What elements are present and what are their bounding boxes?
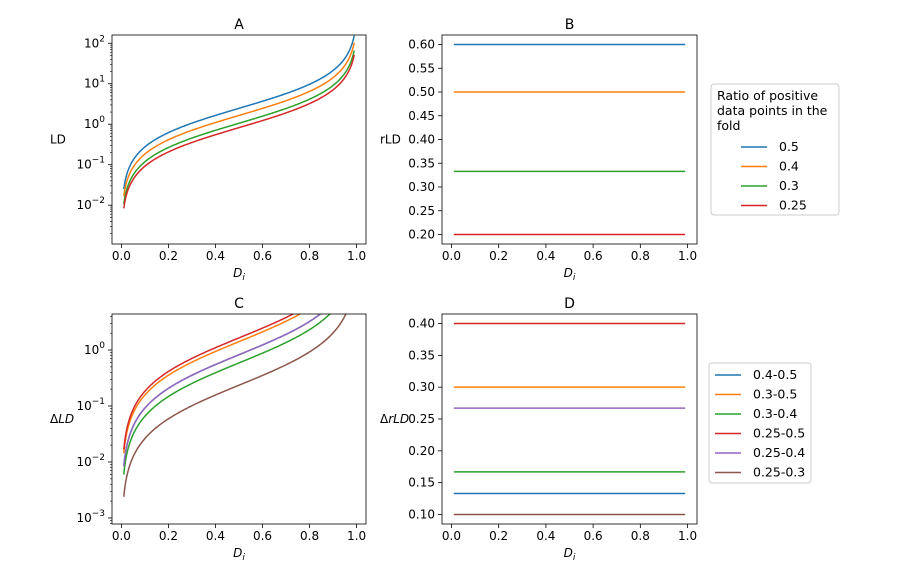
legend-entry-label: 0.4 <box>779 159 799 174</box>
series-line-0.3 <box>123 50 355 205</box>
chart-title: B <box>565 17 575 33</box>
series-line-0.4 <box>123 42 355 197</box>
chart-panel-d: 0.0 0.2 0.4 0.6 0.8 1.0 0.10 0.15 0.20 0.25 0.30 0.… <box>380 296 812 563</box>
x-tick-label: 0.6 <box>253 529 272 543</box>
y-tick-label: 100 <box>84 341 105 357</box>
y-tick-label: 10−2 <box>76 453 105 469</box>
x-tick-label: 1.0 <box>347 529 366 543</box>
y-axis-label: ΔrLD <box>380 412 409 426</box>
legend-entry-label: 0.5 <box>779 139 799 154</box>
x-tick-label: 0.6 <box>584 529 603 543</box>
chart-panel-b: 0.0 0.2 0.4 0.6 0.8 1.0 0.20 0.25 0.30 0.35 0.40 0.… <box>380 17 840 283</box>
y-tick-label: 100 <box>84 115 105 131</box>
series-line-0.25-0.5 <box>123 314 295 450</box>
x-tick-label: 0.8 <box>300 249 319 263</box>
legend-entry-label: 0.4-0.5 <box>753 367 797 382</box>
x-tick-label: 0.0 <box>442 249 461 263</box>
x-tick-label: 0.2 <box>489 249 508 263</box>
y-tick-label: 0.40 <box>408 133 435 147</box>
x-tick-label: 0.0 <box>112 529 131 543</box>
y-tick-label: 0.55 <box>408 61 435 75</box>
chart-title: A <box>234 17 244 33</box>
legend-entry-label: 0.25 <box>779 198 807 213</box>
legend-title: data points in the <box>717 103 828 118</box>
axes-frame <box>111 313 367 525</box>
y-tick-label: 0.20 <box>408 444 435 458</box>
legend-box <box>710 83 840 216</box>
chart-title: D <box>564 296 575 312</box>
x-tick-label: 0.0 <box>112 249 131 263</box>
x-tick-label: 0.4 <box>206 529 225 543</box>
x-tick-label: 1.0 <box>347 249 366 263</box>
y-axis-label: LD <box>50 133 66 147</box>
x-tick-label: 0.2 <box>159 249 178 263</box>
y-axis-label: ΔLD <box>50 412 74 426</box>
legend-entry-label: 0.3-0.4 <box>753 406 797 421</box>
x-tick-label: 0.4 <box>206 249 225 263</box>
y-axis-label: rLD <box>380 133 401 147</box>
chart-title: C <box>234 296 244 312</box>
x-tick-label: 0.8 <box>300 529 319 543</box>
series-line-0.25-0.4 <box>123 314 322 467</box>
x-tick-label: 0.2 <box>159 529 178 543</box>
x-tick-label: 0.8 <box>631 249 650 263</box>
series-line-0.3-0.5 <box>123 314 302 454</box>
axes-frame <box>441 34 698 245</box>
x-tick-label: 0.0 <box>442 529 461 543</box>
x-axis-label: Di <box>564 546 576 563</box>
y-tick-label: 10−2 <box>76 196 105 212</box>
y-tick-label: 101 <box>84 75 105 91</box>
x-tick-label: 1.0 <box>678 529 697 543</box>
chart-panel-a: 0.0 0.2 0.4 0.6 0.8 1.0 10−2 10−1 100 101 102 A Di LD <box>50 17 367 283</box>
series-line-0.5 <box>123 35 355 190</box>
axes-frame <box>111 34 367 245</box>
series-line-0.25 <box>123 54 355 209</box>
y-tick-label: 0.15 <box>408 476 435 490</box>
y-tick-label: 0.35 <box>408 156 435 170</box>
legend-title: Ratio of positive <box>717 88 818 103</box>
y-tick-label: 102 <box>84 34 105 50</box>
x-tick-label: 0.4 <box>536 249 555 263</box>
x-tick-label: 0.8 <box>631 529 650 543</box>
x-tick-label: 0.2 <box>489 529 508 543</box>
y-tick-label: 0.50 <box>408 85 435 99</box>
legend: 0.4-0.5 0.3-0.5 0.3-0.4 0.25-0.5 0.25-0.4 0.2… <box>708 362 812 484</box>
y-tick-label: 0.35 <box>408 348 435 362</box>
y-tick-label: 10−1 <box>76 397 105 413</box>
y-tick-label: 0.60 <box>408 38 435 52</box>
y-tick-label: 0.30 <box>408 180 435 194</box>
x-tick-label: 0.4 <box>536 529 555 543</box>
x-axis-label: Di <box>233 546 245 563</box>
y-tick-label: 0.25 <box>408 204 435 218</box>
y-tick-label: 10−3 <box>76 509 105 525</box>
y-tick-label: 0.40 <box>408 317 435 331</box>
x-tick-label: 0.6 <box>253 249 272 263</box>
y-tick-label: 10−1 <box>76 156 105 172</box>
legend-entry-label: 0.3-0.5 <box>753 387 797 402</box>
series-line-0.25-0.3 <box>123 314 347 497</box>
legend-entry-label: 0.25-0.3 <box>753 465 805 480</box>
legend-title: fold <box>717 118 740 133</box>
legend-entry-label: 0.25-0.5 <box>753 426 805 441</box>
y-tick-label: 0.45 <box>408 109 435 123</box>
axes-frame <box>441 313 698 525</box>
x-axis-label: Di <box>564 266 576 283</box>
legend-entry-label: 0.25-0.4 <box>753 445 805 460</box>
series-line-0.4-0.5 <box>123 314 322 467</box>
chart-panel-c: 0.0 0.2 0.4 0.6 0.8 1.0 10−3 10−2 10−1 100 C Di ΔLD <box>50 296 367 563</box>
y-tick-label: 0.30 <box>408 380 435 394</box>
y-tick-label: 0.20 <box>408 228 435 242</box>
y-tick-label: 0.10 <box>408 507 435 521</box>
series-line-0.3-0.4 <box>123 314 331 475</box>
x-tick-label: 1.0 <box>678 249 697 263</box>
legend-entry-label: 0.3 <box>779 178 799 193</box>
x-tick-label: 0.6 <box>584 249 603 263</box>
y-tick-label: 0.25 <box>408 412 435 426</box>
x-axis-label: Di <box>233 266 245 283</box>
